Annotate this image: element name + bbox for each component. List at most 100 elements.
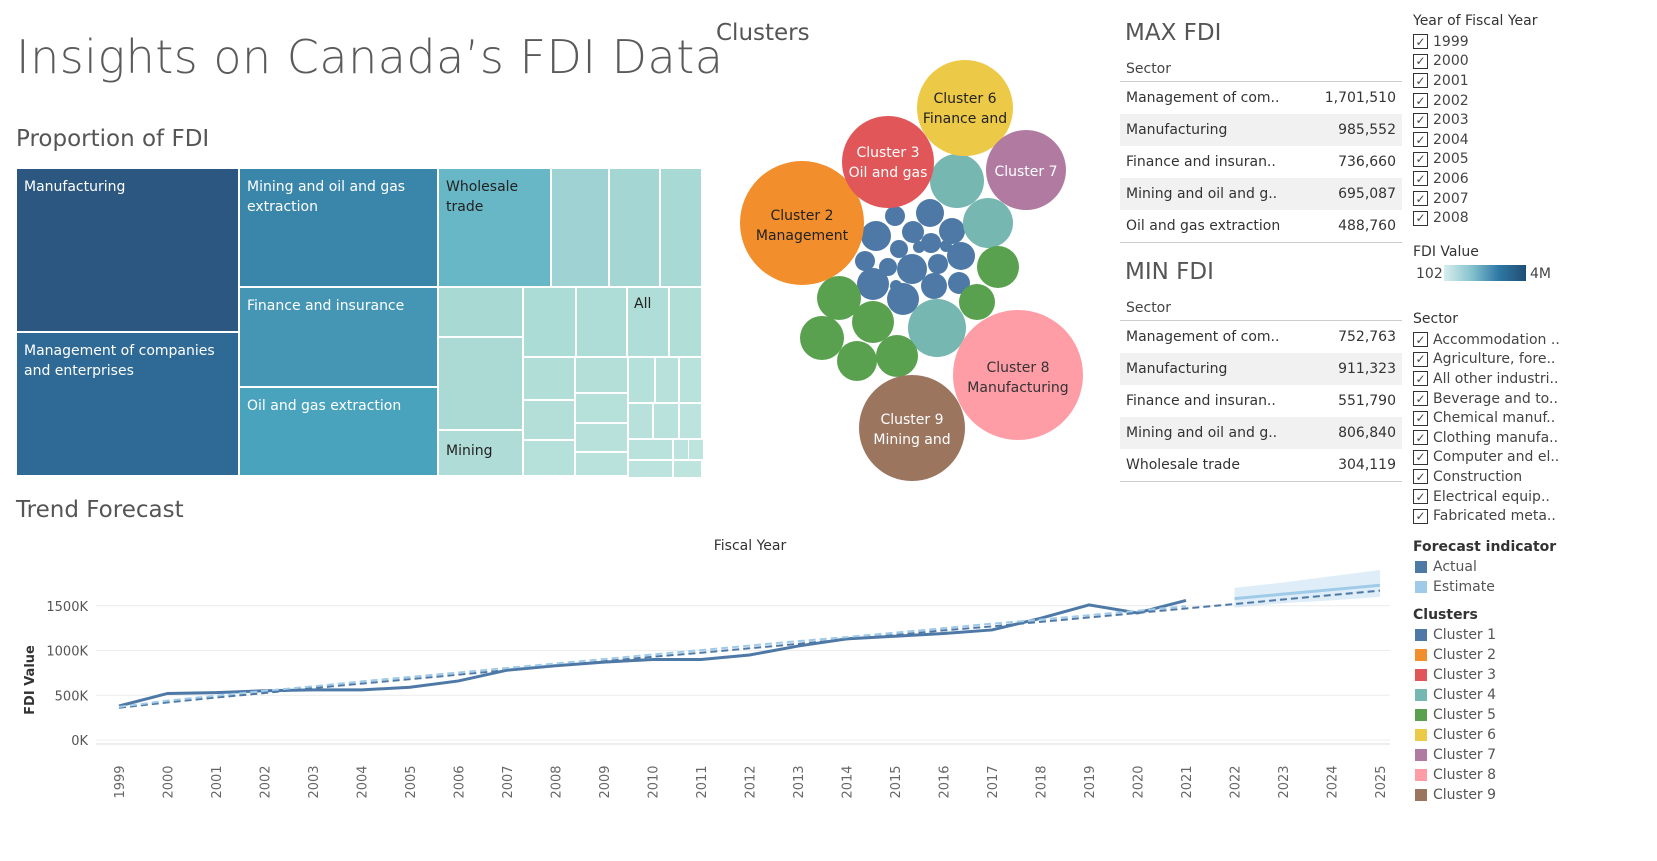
- checkbox-checked-icon[interactable]: ✓: [1413, 391, 1428, 407]
- filter-option[interactable]: ✓ Accommodation ..: [1413, 330, 1563, 350]
- checkbox-checked-icon[interactable]: ✓: [1413, 132, 1428, 148]
- filter-option[interactable]: ✓ 2007: [1413, 189, 1533, 209]
- bubble[interactable]: [897, 254, 927, 284]
- filter-option[interactable]: ✓ Construction: [1413, 467, 1563, 487]
- bubble-cluster-3[interactable]: Cluster 3 Oil and gas: [842, 116, 934, 208]
- treemap-cell-manufacturing[interactable]: Manufacturing: [16, 168, 239, 332]
- bubble[interactable]: [921, 233, 941, 253]
- treemap-cell[interactable]: [575, 393, 628, 423]
- bubble[interactable]: [852, 301, 894, 343]
- table-row[interactable]: Manufacturing 985,552: [1120, 114, 1402, 146]
- treemap-cell[interactable]: [523, 357, 575, 400]
- bubble[interactable]: [928, 254, 948, 274]
- bubble[interactable]: [902, 221, 924, 243]
- treemap-cell[interactable]: [660, 168, 702, 287]
- treemap-cell[interactable]: [673, 460, 702, 478]
- treemap-cell[interactable]: [628, 357, 655, 403]
- table-row[interactable]: Manufacturing 911,323: [1120, 353, 1402, 385]
- checkbox-checked-icon[interactable]: ✓: [1413, 489, 1428, 505]
- bubble[interactable]: [855, 251, 875, 271]
- filter-option[interactable]: ✓ 2002: [1413, 91, 1533, 111]
- checkbox-checked-icon[interactable]: ✓: [1413, 410, 1428, 426]
- treemap-cell[interactable]: [655, 357, 679, 403]
- legend-item[interactable]: Cluster 2: [1413, 645, 1496, 665]
- table-row[interactable]: Management of com.. 752,763: [1120, 321, 1402, 353]
- bubble-cluster-7[interactable]: Cluster 7: [986, 130, 1066, 210]
- bubble[interactable]: [800, 316, 844, 360]
- checkbox-checked-icon[interactable]: ✓: [1413, 112, 1428, 128]
- treemap-cell-management[interactable]: Management of companies and enterprises: [16, 332, 239, 476]
- bubble[interactable]: [939, 218, 965, 244]
- treemap-cell[interactable]: [669, 287, 702, 357]
- treemap-cell[interactable]: [688, 439, 704, 460]
- treemap-cell[interactable]: [628, 439, 673, 460]
- table-row[interactable]: Management of com.. 1,701,510: [1120, 82, 1402, 114]
- checkbox-checked-icon[interactable]: ✓: [1413, 210, 1428, 226]
- bubble[interactable]: [876, 335, 918, 377]
- filter-option[interactable]: ✓ 1999: [1413, 32, 1533, 52]
- filter-option[interactable]: ✓ 2008: [1413, 208, 1533, 228]
- treemap-cell-mining[interactable]: Mining: [438, 430, 523, 476]
- bubble[interactable]: [887, 283, 919, 315]
- bubble[interactable]: [930, 154, 984, 208]
- bubble-cluster-8[interactable]: Cluster 8 Manufacturing: [953, 310, 1083, 440]
- checkbox-checked-icon[interactable]: ✓: [1413, 191, 1428, 207]
- legend-item[interactable]: Cluster 3: [1413, 665, 1496, 685]
- bubble-cluster-2[interactable]: Cluster 2 Management: [740, 161, 864, 285]
- bubble[interactable]: [947, 242, 975, 270]
- bubble[interactable]: [913, 241, 925, 253]
- bubble[interactable]: [908, 299, 966, 357]
- treemap-cell[interactable]: [551, 168, 609, 287]
- checkbox-checked-icon[interactable]: ✓: [1413, 332, 1428, 348]
- filter-option[interactable]: ✓ 2000: [1413, 52, 1533, 72]
- checkbox-checked-icon[interactable]: ✓: [1413, 371, 1428, 387]
- filter-option[interactable]: ✓ Fabricated meta..: [1413, 506, 1563, 526]
- treemap-cell[interactable]: [575, 423, 628, 452]
- table-row[interactable]: Finance and insuran.. 551,790: [1120, 385, 1402, 417]
- checkbox-checked-icon[interactable]: ✓: [1413, 469, 1428, 485]
- filter-option[interactable]: ✓ Computer and el..: [1413, 448, 1563, 468]
- treemap-cell[interactable]: [523, 287, 576, 357]
- filter-option[interactable]: ✓ 2001: [1413, 71, 1533, 91]
- bubble[interactable]: [837, 341, 877, 381]
- treemap-cell[interactable]: [673, 439, 689, 460]
- bubble-cluster-6[interactable]: Cluster 6 Finance and: [917, 60, 1013, 156]
- legend-item[interactable]: Cluster 6: [1413, 725, 1496, 745]
- treemap-cell[interactable]: [523, 400, 575, 440]
- treemap-cell[interactable]: [575, 357, 628, 393]
- filter-option[interactable]: ✓ Electrical equip..: [1413, 487, 1563, 507]
- series-line-trend-estimate[interactable]: [118, 605, 1187, 708]
- legend-item[interactable]: Actual: [1413, 557, 1495, 577]
- legend-item[interactable]: Cluster 4: [1413, 685, 1496, 705]
- bubble[interactable]: [885, 206, 905, 226]
- filter-option[interactable]: ✓ Clothing manufa..: [1413, 428, 1563, 448]
- bubble[interactable]: [857, 268, 889, 300]
- bubble[interactable]: [959, 284, 995, 320]
- checkbox-checked-icon[interactable]: ✓: [1413, 449, 1428, 465]
- series-line-trend-actual[interactable]: [118, 589, 1381, 709]
- checkbox-checked-icon[interactable]: ✓: [1413, 53, 1428, 69]
- table-row[interactable]: Finance and insuran.. 736,660: [1120, 146, 1402, 178]
- checkbox-checked-icon[interactable]: ✓: [1413, 34, 1428, 50]
- treemap-cell-finance[interactable]: Finance and insurance: [239, 287, 438, 387]
- treemap-cell[interactable]: [628, 403, 653, 439]
- legend-item[interactable]: Cluster 7: [1413, 745, 1496, 765]
- legend-item[interactable]: Estimate: [1413, 577, 1495, 597]
- bubble[interactable]: [916, 199, 944, 227]
- bubble-cluster-9[interactable]: Cluster 9 Mining and: [859, 375, 965, 481]
- treemap-cell[interactable]: [523, 440, 575, 476]
- treemap-cell[interactable]: [679, 403, 702, 439]
- treemap-cell-wholesale[interactable]: Wholesale trade: [438, 168, 551, 287]
- checkbox-checked-icon[interactable]: ✓: [1413, 171, 1428, 187]
- treemap-cell[interactable]: [575, 452, 628, 476]
- filter-option[interactable]: ✓ Chemical manuf..: [1413, 408, 1563, 428]
- treemap-cell[interactable]: [438, 287, 523, 337]
- table-row[interactable]: Mining and oil and g.. 806,840: [1120, 417, 1402, 449]
- table-row[interactable]: Mining and oil and g.. 695,087: [1120, 178, 1402, 210]
- table-row[interactable]: Wholesale trade 304,119: [1120, 449, 1402, 481]
- series-line-estimate[interactable]: [1234, 583, 1381, 601]
- bubble[interactable]: [921, 273, 947, 299]
- treemap-cell[interactable]: [609, 168, 660, 287]
- treemap-cell[interactable]: [679, 357, 702, 403]
- checkbox-checked-icon[interactable]: ✓: [1413, 430, 1428, 446]
